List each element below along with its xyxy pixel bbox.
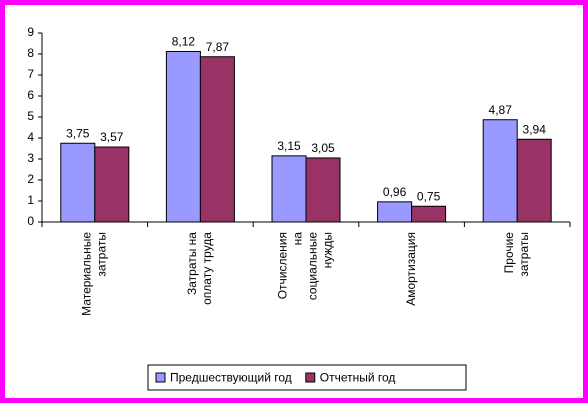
legend-swatch: [305, 372, 316, 383]
legend-swatch: [155, 372, 166, 383]
bar: [199, 56, 235, 223]
bar: [516, 138, 552, 223]
value-label: 7,87: [206, 40, 230, 54]
y-tick-label: 3: [27, 151, 34, 165]
bar: [411, 205, 447, 223]
value-label: 3,57: [100, 130, 124, 144]
y-tick-label: 6: [27, 88, 34, 102]
x-tick-label: Амортизация: [404, 232, 418, 306]
x-tick-label: Прочие: [502, 232, 516, 274]
value-label: 3,05: [311, 141, 335, 155]
y-tick-label: 2: [27, 172, 34, 186]
x-tick-label: нужды: [321, 232, 335, 268]
bar: [94, 146, 130, 223]
bar: [305, 157, 341, 223]
y-tick-label: 9: [27, 25, 34, 39]
y-tick-label: 7: [27, 67, 34, 81]
y-tick-label: 4: [27, 130, 34, 144]
value-label: 3,94: [523, 122, 547, 136]
value-label: 8,12: [172, 35, 196, 49]
bar: [165, 50, 201, 223]
y-tick-label: 5: [27, 109, 34, 123]
x-tick-label: Материальные: [79, 232, 93, 316]
y-tick-label: 0: [27, 214, 34, 228]
value-label: 0,75: [417, 189, 441, 203]
bar: [377, 201, 413, 223]
value-label: 0,96: [383, 185, 407, 199]
value-label: 3,15: [277, 139, 301, 153]
y-tick-label: 1: [27, 193, 34, 207]
x-tick-label: Затраты на: [185, 232, 199, 295]
value-label: 3,75: [66, 126, 90, 140]
bar: [60, 142, 96, 223]
x-tick-label: затраты: [517, 232, 531, 277]
bar: [482, 119, 518, 223]
y-tick-label: 8: [27, 46, 34, 60]
x-tick-label: оплату труда: [200, 232, 214, 305]
x-tick-label: Отчисления: [276, 232, 290, 299]
legend-label: Предшествующий год: [170, 371, 292, 385]
value-label: 4,87: [489, 103, 513, 117]
bar: [271, 155, 307, 223]
x-tick-label: социальные: [306, 232, 320, 301]
x-tick-label: затраты: [94, 232, 108, 277]
legend-label: Отчетный год: [320, 371, 396, 385]
x-tick-label: на: [291, 232, 305, 246]
